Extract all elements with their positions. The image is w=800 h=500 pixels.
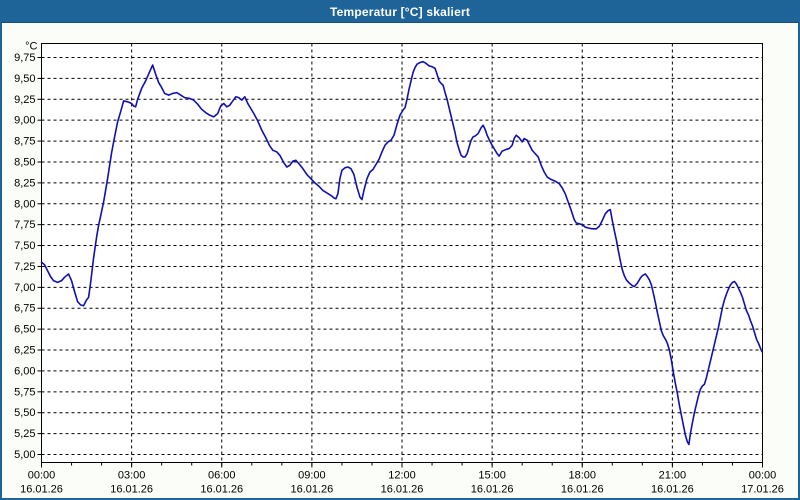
x-axis-date-label: 16.01.26 xyxy=(200,484,243,496)
y-axis-label: 9,75 xyxy=(14,52,35,64)
x-axis-date-label: 17.01.26 xyxy=(741,484,784,496)
y-axis-label: 6,00 xyxy=(14,365,35,377)
x-axis-time-label: 03:00 xyxy=(118,470,146,482)
y-axis-label: 8,50 xyxy=(14,156,35,168)
x-axis-date-label: 16.01.26 xyxy=(110,484,153,496)
x-axis-date-label: 16.01.26 xyxy=(561,484,604,496)
x-axis-time-label: 00:00 xyxy=(28,470,56,482)
temperature-curve xyxy=(40,60,763,446)
x-axis-time-label: 12:00 xyxy=(388,470,416,482)
y-axis-label: 8,00 xyxy=(14,198,35,210)
temperature-chart: 9,75 9,50 9,25 9,00 8,75 8,50 8,25 8,00 7,75 7,50… xyxy=(14,41,784,496)
chart-area: 9,75 9,50 9,25 9,00 8,75 8,50 8,25 8,00 7,75 7,50… xyxy=(4,24,796,496)
y-axis-label: 5,50 xyxy=(14,407,35,419)
y-axis-label: 5,75 xyxy=(14,386,35,398)
y-axis-label: 7,25 xyxy=(14,261,35,273)
x-axis-time-label: 15:00 xyxy=(478,470,506,482)
y-axis-label: 8,25 xyxy=(14,177,35,189)
x-axis-date-label: 16.01.26 xyxy=(290,484,333,496)
y-axis-label: 6,50 xyxy=(14,324,35,336)
y-axis-unit-label: °C xyxy=(25,41,37,53)
y-axis-label: 5,25 xyxy=(14,428,35,440)
y-axis-label: 9,50 xyxy=(14,73,35,85)
x-axis-date-label: 16.01.26 xyxy=(20,484,63,496)
x-axis-time-label: 00:00 xyxy=(749,470,777,482)
y-axis-label: 5,00 xyxy=(14,449,35,461)
y-axis-label: 7,75 xyxy=(14,219,35,231)
y-axis-label: 8,75 xyxy=(14,136,35,148)
x-axis-time-label: 06:00 xyxy=(208,470,236,482)
y-axis-label: 9,00 xyxy=(14,115,35,127)
y-axis-label: 7,50 xyxy=(14,240,35,252)
x-axis-time-label: 09:00 xyxy=(298,470,326,482)
title-bar[interactable]: Temperatur [°C] skaliert xyxy=(2,2,798,23)
window-title: Temperatur [°C] skaliert xyxy=(329,5,471,19)
x-axis-time-label: 21:00 xyxy=(659,470,687,482)
y-axis-label: 6,25 xyxy=(14,345,35,357)
x-axis-time-label: 18:00 xyxy=(568,470,596,482)
y-axis-label: 6,75 xyxy=(14,303,35,315)
y-axis-label: 9,25 xyxy=(14,94,35,106)
x-axis-date-label: 16.01.26 xyxy=(381,484,424,496)
x-axis-date-label: 16.01.26 xyxy=(471,484,514,496)
y-axis-label: 7,00 xyxy=(14,282,35,294)
x-axis-date-label: 16.01.26 xyxy=(651,484,694,496)
